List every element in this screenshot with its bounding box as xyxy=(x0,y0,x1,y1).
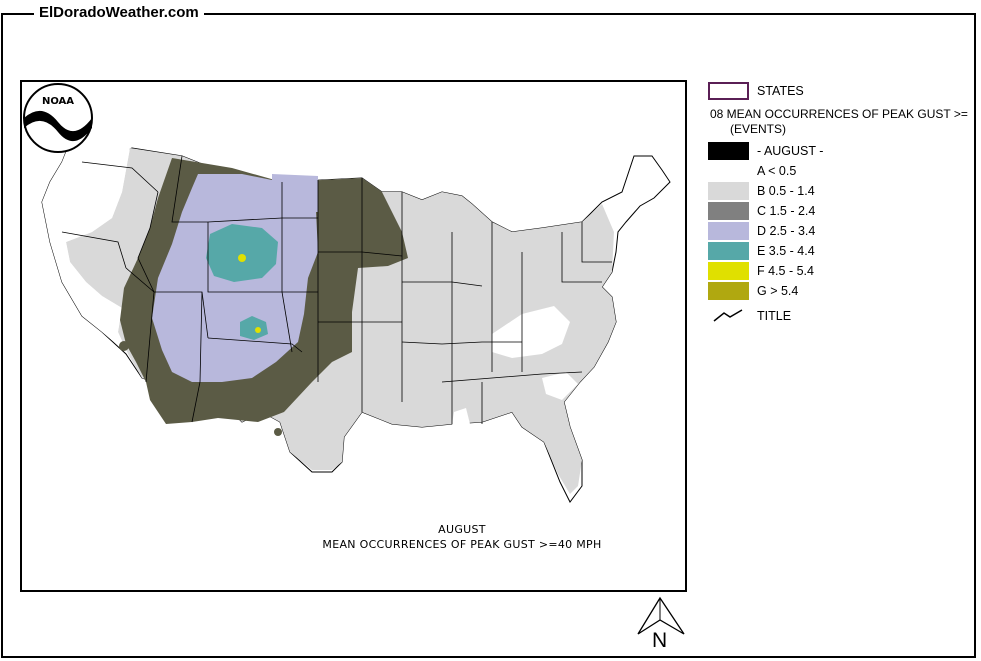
region-class-f-wyoming xyxy=(238,254,246,262)
legend-row-class-f: F 4.5 - 5.4 xyxy=(708,262,814,280)
legend-row-month: - AUGUST - xyxy=(708,142,823,160)
caption-month: AUGUST xyxy=(438,523,486,536)
region-class-c-texas xyxy=(274,428,282,436)
region-class-a-alabama xyxy=(452,408,470,432)
legend-layer-title: 08 MEAN OCCURRENCES OF PEAK GUST >= xyxy=(710,107,968,121)
legend-label-states: STATES xyxy=(757,84,804,98)
us-map xyxy=(41,128,671,503)
north-arrow-icon xyxy=(637,596,685,635)
region-class-d-north xyxy=(272,174,318,212)
legend-label-class-b: B 0.5 - 1.4 xyxy=(757,184,815,198)
legend-swatch-class-d xyxy=(708,222,749,240)
legend-swatch-class-b xyxy=(708,182,749,200)
noaa-logo-text: NOAA xyxy=(42,96,74,107)
legend-label-title: TITLE xyxy=(757,309,792,323)
legend-row-class-d: D 2.5 - 3.4 xyxy=(708,222,815,240)
legend-row-class-e: E 3.5 - 4.4 xyxy=(708,242,815,260)
region-class-a-carolinas xyxy=(542,372,578,400)
region-class-a-appalachia xyxy=(492,306,570,358)
noaa-logo: NOAA xyxy=(23,83,93,153)
page-frame xyxy=(1,13,976,658)
legend-label-month: - AUGUST - xyxy=(757,144,824,158)
legend-swatch-class-g xyxy=(708,282,749,300)
map-caption: AUGUST MEAN OCCURRENCES OF PEAK GUST >=4… xyxy=(312,522,612,552)
legend-swatch-class-f xyxy=(708,262,749,280)
legend-label-class-c: C 1.5 - 2.4 xyxy=(757,204,816,218)
legend-label-class-g: G > 5.4 xyxy=(757,284,799,298)
region-class-e-colorado xyxy=(240,316,268,340)
site-title: ElDoradoWeather.com xyxy=(34,4,204,22)
legend-label-class-f: F 4.5 - 5.4 xyxy=(757,264,814,278)
caption-title: MEAN OCCURRENCES OF PEAK GUST >=40 MPH xyxy=(322,538,602,551)
region-class-a-california xyxy=(50,242,128,354)
legend-row-class-g: G > 5.4 xyxy=(708,282,798,300)
region-class-f-colorado xyxy=(255,327,261,333)
map-panel: NOAA AUGUST MEAN OCCURRENCES OF PEAK GUS… xyxy=(20,80,687,592)
legend-swatch-title-line xyxy=(713,309,743,322)
legend-label-class-a: A < 0.5 xyxy=(757,164,797,178)
legend-swatch-class-c xyxy=(708,202,749,220)
legend-label-class-e: E 3.5 - 4.4 xyxy=(757,244,815,258)
legend-swatch-month xyxy=(708,142,749,160)
legend-row-states: STATES xyxy=(708,82,804,100)
legend-row-class-a: A < 0.5 xyxy=(708,162,796,180)
state-boundaries xyxy=(61,155,612,424)
region-class-e-wyoming xyxy=(206,224,278,282)
region-class-c-nevada xyxy=(119,341,129,351)
legend-layer-units: (EVENTS) xyxy=(730,122,787,136)
legend-label-class-d: D 2.5 - 3.4 xyxy=(757,224,816,238)
north-arrow-label: N xyxy=(652,629,668,652)
legend-row-class-c: C 1.5 - 2.4 xyxy=(708,202,815,220)
region-class-a-northwest xyxy=(42,130,130,242)
legend-swatch-class-a xyxy=(708,162,749,180)
legend-row-title: TITLE xyxy=(708,307,791,325)
legend-swatch-class-e xyxy=(708,242,749,260)
legend-swatch-states xyxy=(708,82,749,100)
legend-row-class-b: B 0.5 - 1.4 xyxy=(708,182,815,200)
